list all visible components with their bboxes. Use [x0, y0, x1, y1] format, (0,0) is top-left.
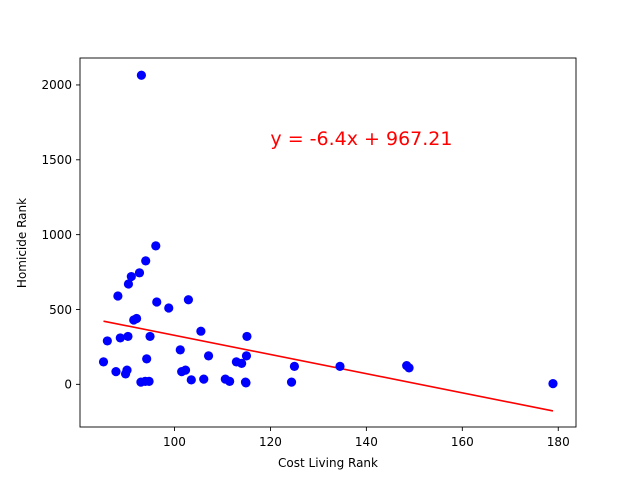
data-point [145, 331, 155, 342]
data-point [98, 357, 109, 367]
data-point [548, 378, 558, 389]
data-point [132, 313, 142, 324]
data-point [164, 303, 174, 313]
data-point [237, 358, 247, 368]
data-point [180, 365, 191, 375]
data-point [335, 361, 345, 371]
y-tick-label: 500 [49, 303, 72, 317]
data-point [136, 70, 147, 80]
data-point [115, 333, 125, 343]
data-point [175, 345, 185, 355]
plot-frame [79, 57, 577, 428]
data-point [141, 256, 151, 266]
scatter-points [98, 70, 558, 389]
data-point [126, 271, 136, 282]
y-tick-label: 0 [64, 378, 72, 392]
y-axis-ticks: 0 500 1000 1500 2000 [41, 78, 80, 392]
data-point [144, 376, 154, 386]
data-point [102, 336, 112, 346]
x-axis-ticks: 100 120 140 160 180 [163, 427, 570, 449]
data-point [286, 377, 297, 387]
y-tick-label: 1500 [41, 153, 72, 167]
data-point [404, 363, 414, 373]
x-tick-label: 180 [547, 435, 570, 449]
data-point [241, 378, 251, 388]
data-point [111, 367, 121, 377]
trendline-layer [103, 320, 554, 412]
data-point [289, 361, 300, 371]
y-axis-title: Homicide Rank [15, 198, 29, 288]
regression-equation-annotation: y = -6.4x + 967.21 [270, 128, 452, 150]
data-point [123, 279, 134, 289]
data-point [196, 326, 206, 336]
y-tick-label: 1000 [41, 228, 72, 242]
data-point [183, 295, 194, 305]
x-tick-label: 140 [355, 435, 378, 449]
data-point [152, 297, 162, 307]
data-point [151, 241, 161, 251]
data-point [122, 365, 132, 375]
x-axis-title: Cost Living Rank [278, 456, 378, 470]
trendline [103, 320, 554, 412]
data-point [123, 331, 133, 342]
data-point [203, 351, 214, 361]
y-tick-label: 2000 [41, 78, 72, 92]
data-point [242, 331, 252, 342]
data-point [113, 291, 123, 301]
data-point [241, 351, 252, 361]
data-point [199, 374, 209, 384]
data-point [134, 268, 145, 278]
data-point [225, 376, 235, 386]
data-point [142, 354, 152, 364]
x-tick-label: 120 [259, 435, 282, 449]
x-tick-label: 100 [163, 435, 186, 449]
data-point [186, 375, 196, 385]
x-tick-label: 160 [451, 435, 474, 449]
